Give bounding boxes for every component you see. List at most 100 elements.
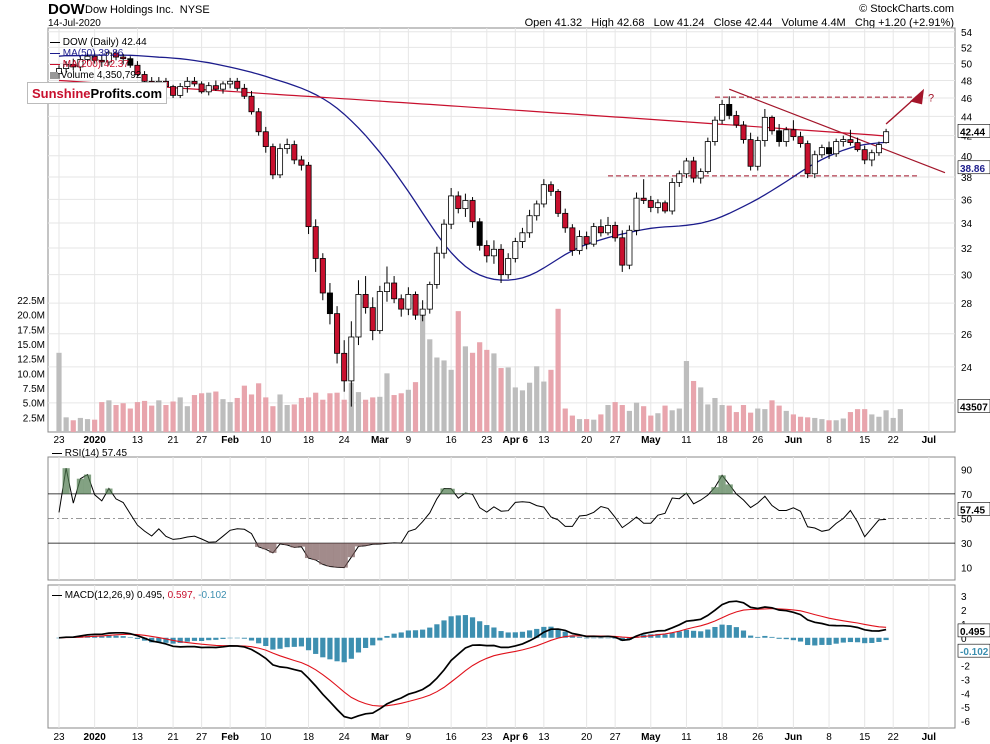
- macd-hist-bar: [248, 637, 255, 641]
- volume-bar: [362, 399, 369, 432]
- volume-bar: [819, 419, 825, 432]
- x-tick-label: 11: [681, 435, 692, 446]
- candle-body: [804, 143, 811, 175]
- exchange: NYSE: [179, 4, 210, 16]
- macd-hist-bar: [748, 635, 754, 638]
- rsi-label: RSI(14) 57.45: [52, 448, 127, 459]
- price-tick-label: 36: [961, 195, 973, 206]
- macd-hist-bar: [341, 637, 347, 663]
- candle-body: [248, 95, 255, 113]
- macd-hist-bar: [291, 637, 297, 647]
- low-label: Low: [653, 17, 674, 29]
- volume-bar: [484, 349, 490, 432]
- candle-body: [640, 197, 647, 201]
- x-tick-label: 27: [610, 435, 622, 446]
- price-tick-label: 54: [961, 28, 973, 39]
- macd-hist-bar: [56, 637, 62, 639]
- volume-bar: [477, 342, 483, 432]
- x-tick-label: May: [641, 435, 661, 446]
- price-tick-label: 52: [961, 43, 973, 54]
- volume-bar: [833, 420, 839, 432]
- candle-body: [391, 282, 398, 300]
- legend-ma50: MA(50) 38.86: [50, 48, 147, 59]
- volume-bar: [740, 405, 747, 432]
- volume-bar: [676, 408, 682, 432]
- macd-hist-bar: [776, 637, 782, 639]
- price-tick-label: 40: [961, 152, 973, 163]
- candle-body: [341, 352, 348, 382]
- candle-body: [533, 203, 540, 217]
- chart-date: 14-Jul-2020: [48, 18, 101, 29]
- ma200-line: [58, 79, 887, 137]
- volume-bar: [619, 405, 625, 432]
- x-tick-label: Mar: [371, 435, 389, 446]
- volume-bar: [320, 399, 326, 432]
- volume-bar: [220, 399, 226, 432]
- rsi-overbought-fill: [76, 478, 84, 494]
- rsi-overbought-fill: [682, 493, 691, 494]
- macd-hist-bar: [662, 634, 668, 638]
- volume-bar: [591, 419, 597, 432]
- volume-bar: [705, 404, 711, 432]
- volume-tick-label: 15.0M: [17, 340, 45, 351]
- volume-bar: [826, 420, 832, 432]
- volume-bar: [177, 397, 183, 432]
- candle-body: [84, 55, 91, 60]
- macd-panel: [56, 600, 889, 720]
- rsi-oversold-fill: [340, 543, 348, 568]
- macd-hist-bar: [106, 635, 112, 638]
- macd-label: MACD(12,26,9) 0.495, 0.597, -0.102: [52, 590, 227, 601]
- macd-hist-bar: [141, 637, 148, 641]
- candle-body: [761, 116, 768, 141]
- volume-bar: [526, 382, 533, 432]
- volume-bar: [883, 410, 889, 432]
- candle-body: [412, 294, 419, 316]
- candle-body: [776, 130, 783, 142]
- price-tick-label: 24: [961, 363, 973, 374]
- volume-bar: [733, 412, 739, 432]
- candle-body: [205, 85, 212, 93]
- volume-tag: 43507: [960, 402, 988, 413]
- macd-hist-bar: [427, 627, 433, 638]
- volume-bar: [334, 392, 340, 432]
- rsi-tag: 57.45: [960, 505, 985, 516]
- macd-hist-bar: [505, 632, 511, 638]
- volume-bar: [534, 366, 540, 432]
- x-tick-label-bottom: Jul: [922, 732, 937, 743]
- volume-bar: [562, 408, 568, 432]
- volume-bar: [448, 369, 454, 432]
- macd-hist-bar: [320, 637, 326, 658]
- macd-hist-bar: [840, 637, 846, 643]
- macd-hist-bar: [134, 637, 141, 639]
- x-tick-label: 2020: [84, 435, 107, 446]
- macd-hist-bar: [526, 630, 533, 638]
- rsi-overbought-fill: [440, 488, 448, 494]
- annotation-question: ?: [928, 93, 934, 105]
- candle-body: [490, 248, 497, 257]
- company-name-text: Dow Holdings Inc.: [85, 4, 174, 16]
- candle-body: [191, 80, 198, 85]
- macd-hist-bar: [733, 627, 739, 638]
- rsi-tick-label: 50: [961, 515, 973, 526]
- rsi-oversold-fill: [347, 543, 355, 558]
- ohlc-readout: Open 41.32 High 42.68 Low 41.24 Close 42…: [525, 17, 954, 29]
- candle-body: [462, 200, 469, 210]
- candle-body: [583, 236, 590, 245]
- rsi-overbought-fill: [711, 487, 719, 494]
- candle-body: [305, 164, 312, 228]
- x-tick-label-bottom: 10: [260, 732, 272, 743]
- macd-hist-bar: [113, 635, 119, 638]
- candle-body: [284, 144, 291, 150]
- candle-body: [98, 59, 105, 63]
- candle-body: [597, 226, 604, 234]
- x-tick-label-bottom: Feb: [221, 732, 239, 743]
- rsi-tick-label: 90: [961, 465, 973, 476]
- macd-hist-bar: [477, 621, 483, 638]
- candle-body: [697, 171, 704, 179]
- macd-hist-bar: [484, 625, 490, 638]
- chart-legend: DOW (Daily) 42.44 MA(50) 38.86 MA(200) 4…: [50, 37, 147, 81]
- macd-hist-bar: [698, 631, 704, 638]
- x-tick-label-bottom: Mar: [371, 732, 389, 743]
- macd-hist-bar: [548, 626, 554, 638]
- volume-bar: [869, 414, 875, 432]
